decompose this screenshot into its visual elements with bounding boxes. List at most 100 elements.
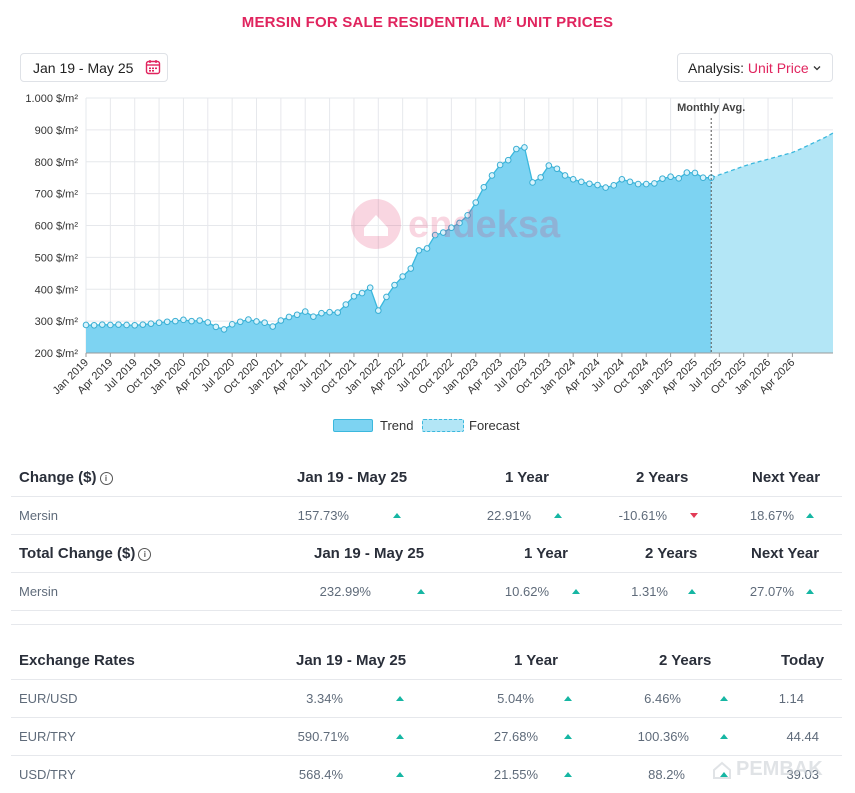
trend-point [667,173,674,181]
value-next-year: 18.67% [749,508,794,523]
trend-point [318,309,325,317]
trend-point [602,184,609,191]
table-row: Mersin 157.73% 22.91% -10.61% 18.67% [11,497,842,535]
col-period: Jan 19 - May 25 [296,652,407,669]
table-row: Mersin 232.99% 10.62% 1.31% 27.07% [11,573,842,611]
info-icon[interactable]: i [99,472,113,485]
value-1-year: 22.91% [486,508,531,523]
trend-point [220,326,228,333]
trend-point [391,281,398,289]
trend-point [626,178,634,186]
up-arrow-icon [554,513,562,518]
change-table: Change ($) i Jan 19 - May 25 1 Year 2 Yea… [11,459,842,535]
analysis-dropdown[interactable]: Analysis: Unit Price [677,53,833,82]
up-arrow-icon [396,696,404,701]
exchange-rates-table: Exchange Rates Jan 19 - May 25 1 Year 2 … [11,642,842,793]
trend-point [301,308,309,315]
legend-forecast-label[interactable]: Forecast [469,418,520,433]
trend-point [253,318,260,325]
date-range-label: Jan 19 - May 25 [33,60,134,76]
legend-forecast-swatch[interactable] [422,419,464,432]
trend-point [504,156,512,164]
down-arrow-icon [690,513,698,518]
y-tick-label: 700 $/m² [35,189,79,201]
y-tick-label: 500 $/m² [35,252,79,264]
trend-point [358,289,366,297]
legend-trend-swatch[interactable] [333,419,373,432]
trend-point [399,273,406,280]
table-row: USD/TRY 568.4% 21.55% 88.2% 39.03 [11,756,842,793]
col-period: Jan 19 - May 25 [314,545,425,562]
trend-point [423,245,431,252]
y-tick-label: 600 $/m² [35,221,79,233]
trend-point [236,318,244,326]
value-today: 44.44 [786,729,819,744]
trend-point [480,183,488,191]
trend-point [529,179,536,186]
total-change-title: Total Change ($) i [19,535,152,572]
currency-pair: EUR/TRY [19,729,76,744]
up-arrow-icon [417,589,425,594]
region-name: Mersin [19,508,59,523]
legend-trend-label[interactable]: Trend [380,418,414,433]
total-change-table: Total Change ($) i Jan 19 - May 25 1 Year… [11,535,842,611]
value-period: 232.99% [319,584,371,599]
value-today: 39.03 [786,767,819,782]
up-arrow-icon [720,734,728,739]
exchange-title: Exchange Rates [19,652,135,669]
trend-point [90,321,98,329]
value-2-years: -10.61% [618,508,667,523]
trend-point [642,180,650,188]
col-next-year: Next Year [751,545,820,562]
price-chart: 200 $/m² 300 $/m² 400 $/m² 500 $/m² 600 $/m²… [25,93,834,397]
y-tick-label: 900 $/m² [35,125,79,137]
forecast-line [710,132,834,179]
value-2-years: 88.2% [648,767,685,782]
table-row: EUR/TRY 590.71% 27.68% 100.36% 44.44 [11,718,842,756]
trend-point [115,321,122,328]
trend-point [163,318,171,326]
analysis-label: Analysis: [688,60,745,76]
total-change-table-header: Total Change ($) i Jan 19 - May 25 1 Year… [11,535,842,573]
region-name: Mersin [19,584,59,599]
trend-point [537,174,544,181]
col-next-year: Next Year [752,469,821,486]
chart-legend: Trend Forecast [333,418,533,436]
trend-area [86,147,712,353]
endeksa-logo-icon [351,199,401,249]
info-icon[interactable]: i [138,548,152,561]
up-arrow-icon [720,772,728,777]
col-today: Today [781,652,825,669]
calendar-icon [145,60,161,75]
trend-point [326,308,333,316]
watermark-text: endeksa [408,204,561,246]
value-1-year: 10.62% [504,584,549,599]
up-arrow-icon [720,696,728,701]
monthly-avg-label: Monthly Avg. [677,102,745,114]
col-1-year: 1 Year [524,545,568,562]
currency-pair: USD/TRY [19,767,76,782]
trend-point [586,180,593,188]
y-tick-label: 800 $/m² [35,157,79,169]
chart-title: MERSIN FOR SALE RESIDENTIAL M² UNIT PRIC… [241,14,614,31]
trend-point [699,174,707,181]
currency-pair: EUR/USD [19,691,78,706]
up-arrow-icon [572,589,580,594]
value-2-years: 6.46% [644,691,681,706]
value-period: 590.71% [297,729,349,744]
col-1-year: 1 Year [514,652,558,669]
trend-point [464,212,471,219]
up-arrow-icon [396,734,404,739]
date-range-picker[interactable]: Jan 19 - May 25 [20,53,168,82]
col-1-year: 1 Year [505,469,549,486]
trend-point [610,182,618,189]
trend-point [651,180,658,187]
trend-point [561,172,569,179]
trend-point [107,321,114,329]
trend-point [634,180,642,188]
trend-point [569,175,577,183]
chevron-down-icon [813,66,821,71]
trend-point [155,319,163,327]
value-next-year: 27.07% [749,584,794,599]
trend-point [180,316,187,324]
